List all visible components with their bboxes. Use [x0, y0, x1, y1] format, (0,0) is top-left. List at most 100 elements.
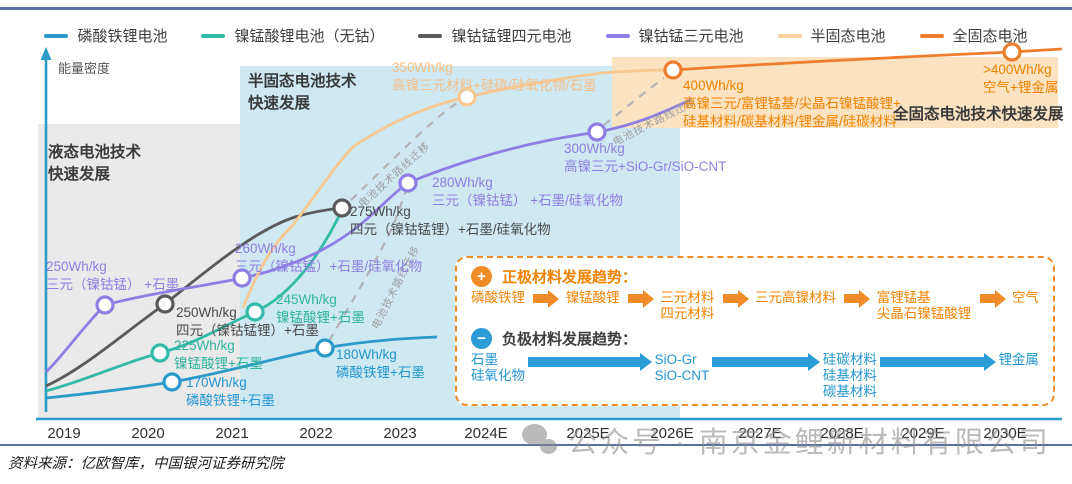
series-line-semi-solid	[241, 68, 674, 309]
legend-item-semi-solid: 半固态电池	[777, 25, 886, 46]
annotation-250whkg-ternary: 250Wh/kg 三元（镍钴锰） +石墨	[46, 259, 180, 292]
x-tick-2025e: 2025E	[566, 425, 610, 442]
arrow-right-icon	[844, 294, 860, 303]
marker-350whkg	[457, 87, 477, 107]
marker-250whkg-quaternary	[155, 294, 175, 314]
cathode-trend-title: 正极材料发展趋势：	[502, 269, 638, 286]
anode-trend-header: − 负极材料发展趋势：	[471, 327, 1039, 350]
cathode-step: 空气	[1011, 290, 1039, 305]
annotation-280whkg: 280Wh/kg 三元（镍钴锰） +石墨/硅氧化物	[432, 175, 623, 208]
legend-item-quaternary: 镍钴锰锂四元电池	[418, 25, 572, 46]
cathode-step: 磷酸铁锂	[471, 290, 525, 305]
y-axis-label: 能量密度	[58, 61, 111, 76]
cathode-step: 镍锰酸锂	[565, 290, 620, 305]
arrow-right-icon	[712, 356, 809, 367]
marker-275whkg	[332, 198, 352, 218]
anode-step: SiO-Gr SiO-CNT	[654, 351, 710, 383]
legend-item-lmno: 镍锰酸锂电池（无钴）	[201, 25, 384, 46]
legend-swatch-semi-solid-icon	[777, 33, 802, 38]
x-tick-2030e: 2030E	[983, 425, 1027, 442]
cathode-trend-header: + 正极材料发展趋势：	[471, 265, 1039, 288]
annotation-275whkg: 275Wh/kg 四元（镍钴锰锂）+石墨/硅氧化物	[350, 204, 551, 237]
x-tick-2027e: 2027E	[738, 425, 782, 442]
arrow-right-icon	[533, 294, 549, 303]
arrow-right-icon	[979, 294, 995, 303]
cathode-chain: 磷酸铁锂 镍锰酸锂 三元材料 四元材料 三元高镍材料 富锂锰基 尖晶石镍锰酸锂 空气	[471, 290, 1039, 322]
annotation-245whkg: 245Wh/kg 镍锰酸锂+石墨	[276, 292, 365, 325]
annotation-250whkg-quaternary: 250Wh/kg 四元（镍钴锰锂）+石墨	[176, 305, 319, 338]
cathode-step: 三元高镍材料	[755, 290, 837, 305]
anode-step: 锂金属	[998, 351, 1039, 367]
migration-dashed-link-1	[328, 190, 408, 342]
region-label-semi-solid: 半固态电池技术 快速发展	[248, 73, 357, 113]
annotation-225whkg: 225Wh/kg 镍锰酸锂+石墨	[174, 338, 263, 371]
marker-170whkg	[162, 372, 182, 392]
bottom-divider	[0, 444, 1072, 446]
anode-step: 石墨 硅氧化物	[471, 351, 525, 383]
legend-label: 镍钴锰锂四元电池	[451, 28, 572, 45]
legend-item-ternary: 镍钴锰三元电池	[605, 25, 744, 46]
annotation-260whkg: 260Wh/kg 三元（镍钴锰）+石墨/硅氧化物	[235, 241, 423, 274]
legend-item-solid-state: 全固态电池	[919, 25, 1028, 46]
series-line-solid-state	[672, 47, 1063, 72]
legend-item-lfp: 磷酸铁锂电池	[44, 25, 167, 46]
plus-icon: +	[471, 266, 492, 287]
anode-chain: 石墨 硅氧化物 SiO-Gr SiO-CNT 硅碳材料 硅基材料 碳基材料 锂金属	[471, 352, 1039, 400]
top-divider	[0, 7, 1072, 10]
x-tick-2026e: 2026E	[650, 425, 694, 442]
migration-dashed-link-3	[603, 77, 665, 126]
cathode-step: 三元材料 四元材料	[660, 290, 715, 321]
region-label-solid-state: 全固态电池技术快速发展	[893, 106, 1064, 123]
arrow-right-icon	[722, 294, 738, 303]
marker-225whkg	[150, 343, 170, 363]
legend-swatch-quaternary-icon	[418, 33, 443, 38]
x-tick-2019: 2019	[47, 425, 81, 442]
y-axis-arrow-icon	[40, 47, 52, 60]
annotation-400whkg: 400Wh/kg 高镍三元/富锂锰基/尖晶石镍锰酸锂+ 硅基材料/碳基材料/锂金属/…	[683, 78, 901, 129]
marker-245whkg	[245, 302, 265, 322]
arrow-right-icon	[879, 356, 984, 367]
marker-180whkg	[315, 338, 335, 358]
anode-trend-title: 负极材料发展趋势：	[502, 330, 638, 348]
series-line-lmno	[45, 209, 344, 393]
annotation-350whkg: 350Wh/kg 高镍三元材料+硅碳/硅氧化物/石墨	[392, 60, 597, 93]
x-tick-2028e: 2028E	[820, 425, 864, 442]
legend-label: 全固态电池	[952, 28, 1028, 45]
legend-label: 镍钴锰三元电池	[638, 28, 744, 45]
legend-swatch-lfp-icon	[44, 33, 69, 38]
legend-swatch-lmno-icon	[201, 33, 226, 38]
x-tick-2029e: 2029E	[901, 425, 945, 442]
legend-label: 半固态电池	[810, 28, 886, 45]
annotation-300whkg: 300Wh/kg 高镍三元+SiO-Gr/SiO-CNT	[564, 141, 727, 174]
minus-icon: −	[471, 327, 492, 349]
marker-280whkg	[398, 173, 418, 193]
marker-260whkg	[232, 268, 252, 288]
x-tick-2021: 2021	[215, 425, 249, 442]
anode-step: 硅碳材料 硅基材料 碳基材料	[822, 351, 877, 399]
annotation-gt400whkg: >400Wh/kg 空气+锂金属	[983, 62, 1059, 95]
arrow-right-icon	[527, 356, 640, 367]
region-label-liquid: 液态电池技术 快速发展	[48, 144, 142, 184]
migration-dashed-link-2	[350, 101, 460, 201]
series-line-quaternary	[45, 206, 343, 388]
legend-swatch-solid-state-icon	[919, 33, 944, 38]
source-note: 资料来源：亿欧智库，中国银河证券研究院	[8, 456, 284, 472]
marker-300whkg	[587, 122, 607, 142]
annotation-170whkg: 170Wh/kg 磷酸铁锂+石墨	[186, 375, 275, 408]
arrow-right-icon	[628, 294, 644, 303]
legend-swatch-ternary-icon	[605, 33, 630, 38]
series-line-lfp	[45, 335, 438, 400]
x-tick-2022: 2022	[299, 425, 333, 442]
materials-trend-box: + 正极材料发展趋势： 磷酸铁锂 镍锰酸锂 三元材料 四元材料 三元高镍材料 富锂…	[455, 256, 1055, 406]
chart-legend: 磷酸铁锂电池 镍锰酸锂电池（无钴） 镍钴锰锂四元电池 镍钴锰三元电池 半固态电池…	[0, 25, 1072, 46]
marker-gt400whkg	[1002, 42, 1022, 62]
x-tick-2023: 2023	[383, 425, 417, 442]
legend-label: 镍锰酸锂电池（无钴）	[234, 28, 385, 45]
legend-label: 磷酸铁锂电池	[77, 28, 168, 45]
marker-400whkg	[663, 60, 683, 80]
marker-250whkg-ternary	[95, 295, 115, 315]
annotation-180whkg: 180Wh/kg 磷酸铁锂+石墨	[336, 347, 425, 380]
cathode-step: 富锂锰基 尖晶石镍锰酸锂	[876, 290, 972, 321]
